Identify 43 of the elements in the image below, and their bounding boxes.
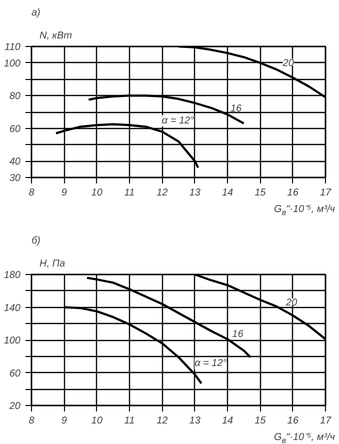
x-tick-label: 8 xyxy=(28,416,35,426)
x-tick-label: 9 xyxy=(61,188,68,198)
y-tick-label: 80 xyxy=(9,91,21,102)
y-tick-label: 180 xyxy=(4,270,21,281)
y-tick-label: 60 xyxy=(9,124,21,135)
annotation: α = 12° xyxy=(162,115,194,126)
y-tick-label: 60 xyxy=(9,368,21,380)
x-tick-label: 13 xyxy=(189,416,201,426)
x-tick-label: 14 xyxy=(222,416,234,426)
x-tick-label: 11 xyxy=(124,416,135,426)
x-tick-label: 11 xyxy=(124,188,135,198)
annotation: 16 xyxy=(232,329,244,340)
y-tick-label: 20 xyxy=(8,401,21,412)
x-tick-label: 14 xyxy=(222,188,234,198)
x-tick-label: 17 xyxy=(320,416,332,426)
x-tick-label: 9 xyxy=(61,416,68,426)
x-tick-label: 16 xyxy=(287,188,299,198)
y-tick-label: 110 xyxy=(4,42,21,53)
annotation: 20 xyxy=(285,297,298,308)
x-tick-label: 13 xyxy=(189,188,201,198)
y-tick-label: 100 xyxy=(4,58,21,70)
chart-title: а) xyxy=(32,8,40,18)
chart-title: б) xyxy=(32,236,40,246)
x-tick-label: 12 xyxy=(156,188,168,198)
x-tick-label: 15 xyxy=(254,416,266,426)
x-tick-label: 12 xyxy=(156,416,168,426)
x-axis-title: G$_{в}$″·10⁻⁵, м³/ч xyxy=(274,431,335,444)
x-tick-label: 17 xyxy=(320,188,332,198)
x-tick-label: 15 xyxy=(254,188,266,198)
y-tick-label: 40 xyxy=(9,156,21,168)
y-tick-label: 140 xyxy=(4,302,21,314)
y-axis-title: N, кВт xyxy=(40,30,72,42)
x-tick-label: 16 xyxy=(287,416,299,426)
y-axis-title: H, Па xyxy=(40,258,66,270)
x-axis-title: G$_{в}$″·10⁻⁵, м³/ч xyxy=(274,203,335,219)
annotation: 20 xyxy=(282,58,294,69)
annotation: α = 12° xyxy=(194,358,227,370)
y-tick-label: 100 xyxy=(4,336,21,346)
x-tick-label: 10 xyxy=(91,416,103,426)
annotation: 16 xyxy=(230,104,242,115)
x-tick-label: 8 xyxy=(28,188,35,198)
y-tick-label: 30 xyxy=(9,173,21,184)
x-tick-label: 10 xyxy=(91,188,103,198)
